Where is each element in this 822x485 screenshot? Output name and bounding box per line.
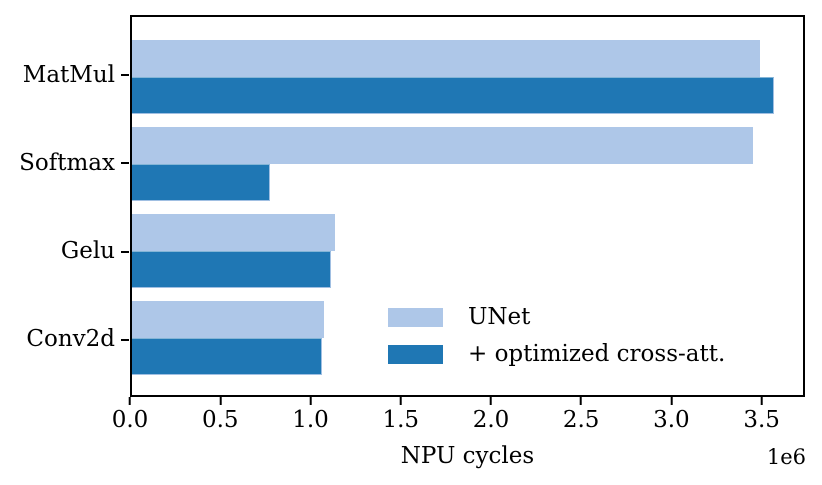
y-tick-mark: [121, 74, 129, 76]
x-tick-mark: [128, 397, 131, 405]
x-tick-mark: [489, 397, 492, 405]
category-label: MatMul: [22, 61, 115, 88]
x-tick-label: 3.0: [653, 407, 690, 433]
legend-entry: + optimized cross-att.: [388, 341, 725, 367]
x-tick-label: 1.5: [382, 407, 420, 433]
x-tick-label: 1.0: [292, 407, 329, 433]
y-label-row: Gelu: [0, 215, 129, 289]
legend-swatch: [388, 344, 443, 364]
x-tick-mark: [580, 397, 583, 405]
bar-conv2d-series-0: [132, 301, 324, 338]
x-tick-mark: [219, 397, 222, 405]
y-tick-mark: [121, 338, 129, 341]
legend: UNet + optimized cross-att.: [388, 304, 725, 367]
x-tick: 0.5: [202, 397, 239, 432]
plot-area: UNet + optimized cross-att.: [130, 15, 805, 397]
x-tick-label: 2.0: [472, 407, 510, 433]
x-tick: 0.0: [111, 397, 149, 433]
bar-gelu-series-1: [132, 251, 332, 288]
bar-group-matmul: [132, 40, 803, 114]
x-tick-mark: [309, 397, 312, 405]
x-tick: 2.5: [562, 397, 600, 433]
y-tick-mark: [121, 250, 129, 253]
x-tick-mark: [670, 397, 673, 405]
x-tick-label: 3.5: [743, 407, 780, 433]
x-tick: 2.0: [472, 397, 510, 433]
legend-swatch: [388, 307, 443, 327]
bar-softmax-series-1: [132, 164, 271, 201]
x-tick-label: 0.0: [111, 407, 149, 433]
y-tick-mark: [121, 162, 129, 165]
y-label-row: Softmax: [0, 126, 129, 200]
category-label: Softmax: [19, 149, 115, 176]
legend-label: + optimized cross-att.: [468, 341, 726, 367]
x-tick: 3.5: [743, 397, 780, 432]
bar-group-softmax: [132, 127, 803, 201]
bar-matmul-series-1: [132, 77, 775, 114]
bar-matmul-series-0: [132, 40, 760, 77]
x-axis: 0.0 0.5 1.0 1.5 2.0 2.5 3.0 3.5: [112, 397, 805, 442]
category-label: Conv2d: [26, 326, 115, 353]
category-label: Gelu: [60, 238, 115, 265]
legend-label: UNet: [468, 304, 531, 330]
x-axis-title: NPU cycles: [400, 443, 535, 469]
x-tick-label: 2.5: [562, 407, 600, 433]
x-tick: 3.0: [653, 397, 690, 432]
bar-group-conv2d: [132, 301, 803, 375]
legend-entry: UNet: [388, 304, 725, 330]
x-tick-mark: [399, 397, 402, 405]
x-tick-label: 0.5: [201, 407, 239, 433]
y-label-row: Conv2d: [0, 303, 129, 377]
x-tick: 1.5: [382, 397, 419, 432]
bars-container: [132, 17, 803, 395]
bar-conv2d-series-1: [132, 338, 323, 375]
x-tick: 1.0: [292, 397, 329, 432]
y-label-row: MatMul: [0, 38, 129, 112]
y-axis-labels: MatMul Softmax Gelu Conv2d: [0, 15, 129, 397]
bar-gelu-series-0: [132, 214, 335, 251]
bar-group-gelu: [132, 214, 803, 288]
x-tick-mark: [760, 397, 763, 405]
x-axis-scale-offset: 1e6: [766, 445, 806, 469]
bar-softmax-series-0: [132, 127, 753, 164]
